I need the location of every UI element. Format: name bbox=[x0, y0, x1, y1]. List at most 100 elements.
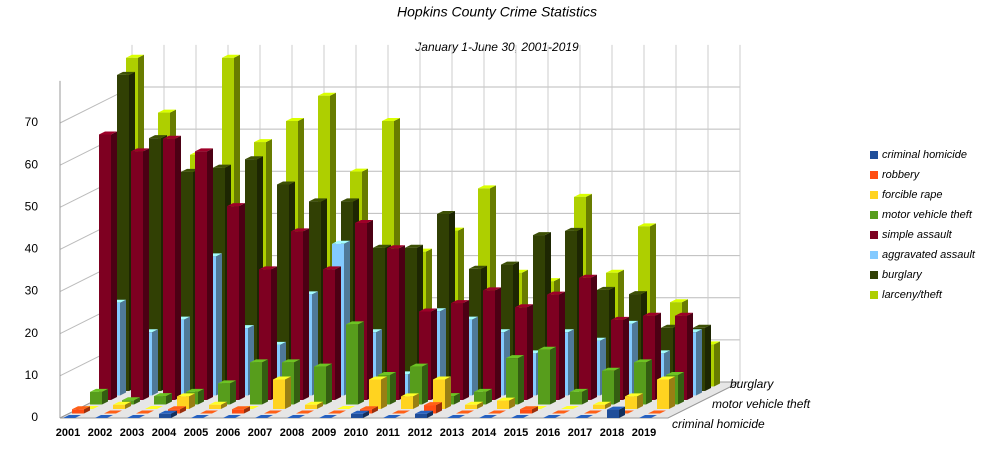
bar-top bbox=[351, 410, 369, 414]
legend-label: forcible rape bbox=[882, 189, 943, 201]
x-tick-label: 2014 bbox=[472, 427, 497, 439]
bar bbox=[232, 406, 250, 414]
bar-top bbox=[136, 410, 154, 414]
bar bbox=[328, 410, 346, 414]
bar bbox=[607, 406, 625, 418]
bar-side bbox=[477, 401, 483, 409]
bar-side bbox=[198, 388, 204, 405]
legend-label: robbery bbox=[882, 169, 921, 181]
bar-front bbox=[154, 396, 166, 405]
bar bbox=[520, 406, 538, 414]
bar bbox=[255, 415, 273, 418]
bar bbox=[291, 228, 309, 400]
bar-side bbox=[714, 341, 720, 387]
bar-top bbox=[355, 220, 373, 223]
bar-top bbox=[254, 139, 272, 143]
bar bbox=[227, 203, 245, 400]
x-tick-label: 2017 bbox=[568, 427, 592, 439]
bar-top bbox=[478, 185, 496, 189]
legend-swatch bbox=[870, 151, 878, 159]
bar bbox=[63, 415, 81, 418]
bar bbox=[552, 410, 570, 414]
bar-top bbox=[154, 393, 172, 397]
x-tick-label: 2005 bbox=[184, 427, 208, 439]
bar bbox=[223, 415, 241, 418]
bar-top bbox=[593, 401, 611, 405]
bar-side bbox=[326, 363, 332, 405]
bar bbox=[369, 376, 387, 409]
bar-top bbox=[90, 388, 108, 392]
bar-top bbox=[597, 286, 615, 290]
bar-top bbox=[191, 415, 209, 418]
bar-front bbox=[387, 248, 399, 400]
x-tick-label: 2019 bbox=[632, 427, 656, 439]
bar-top bbox=[638, 223, 656, 227]
x-tick-label: 2002 bbox=[88, 427, 112, 439]
bar-side bbox=[294, 359, 300, 405]
bar bbox=[579, 274, 597, 400]
bar bbox=[479, 415, 497, 418]
bar-side bbox=[381, 376, 387, 409]
bar-front bbox=[250, 362, 262, 405]
bar-top bbox=[323, 266, 341, 270]
bar-side bbox=[568, 329, 574, 396]
bar-side bbox=[125, 401, 131, 409]
bar-front bbox=[273, 379, 285, 409]
bar-top bbox=[392, 410, 410, 414]
bar-front bbox=[99, 134, 111, 400]
bar-front bbox=[177, 396, 189, 409]
bar-top bbox=[552, 410, 570, 414]
bar-side bbox=[317, 401, 323, 409]
bar-top bbox=[575, 415, 593, 418]
bar bbox=[451, 300, 469, 400]
bar-side bbox=[216, 253, 222, 396]
bar-front bbox=[232, 409, 244, 414]
bar-top bbox=[319, 415, 337, 418]
bar-front bbox=[277, 184, 289, 391]
bar-side bbox=[171, 410, 177, 418]
bar-top bbox=[419, 308, 437, 312]
bar bbox=[218, 380, 236, 405]
bar-side bbox=[614, 367, 620, 405]
bar bbox=[474, 388, 492, 405]
bar-front bbox=[72, 409, 84, 414]
legend-label: simple assault bbox=[882, 229, 953, 241]
x-tick-label: 2010 bbox=[344, 427, 368, 439]
legend-swatch bbox=[870, 211, 878, 219]
bar-top bbox=[465, 401, 483, 405]
depth-label: motor vehicle theft bbox=[712, 397, 811, 411]
bar-top bbox=[474, 388, 492, 392]
bar bbox=[72, 406, 90, 414]
bar-side bbox=[646, 359, 652, 405]
bar-top bbox=[318, 92, 336, 96]
x-tick-label: 2001 bbox=[56, 427, 80, 439]
bar-top bbox=[195, 148, 213, 152]
bar-front bbox=[451, 303, 463, 400]
bar-top bbox=[273, 376, 291, 380]
x-tick-label: 2007 bbox=[248, 427, 272, 439]
bar bbox=[387, 245, 405, 400]
y-tick-label: 70 bbox=[25, 115, 39, 129]
bar-top bbox=[145, 406, 163, 409]
bar-front bbox=[579, 277, 591, 400]
bar bbox=[113, 401, 131, 409]
bar-top bbox=[104, 410, 122, 414]
bar-top bbox=[158, 109, 176, 113]
bar bbox=[625, 393, 643, 409]
bar-side bbox=[431, 308, 437, 400]
bar-side bbox=[111, 131, 117, 400]
bar-side bbox=[696, 329, 702, 396]
bar-top bbox=[387, 245, 405, 249]
bar-top bbox=[584, 410, 602, 414]
y-tick-label: 30 bbox=[25, 284, 39, 298]
bar bbox=[346, 321, 364, 405]
bar-front bbox=[351, 413, 363, 418]
bar-top bbox=[479, 415, 497, 418]
bar-top bbox=[163, 135, 181, 139]
bar-top bbox=[117, 71, 135, 75]
bar-front bbox=[538, 349, 550, 405]
bar-side bbox=[687, 312, 693, 400]
x-tick-label: 2013 bbox=[440, 427, 464, 439]
bar-top bbox=[127, 415, 145, 418]
bar-top bbox=[63, 415, 81, 418]
